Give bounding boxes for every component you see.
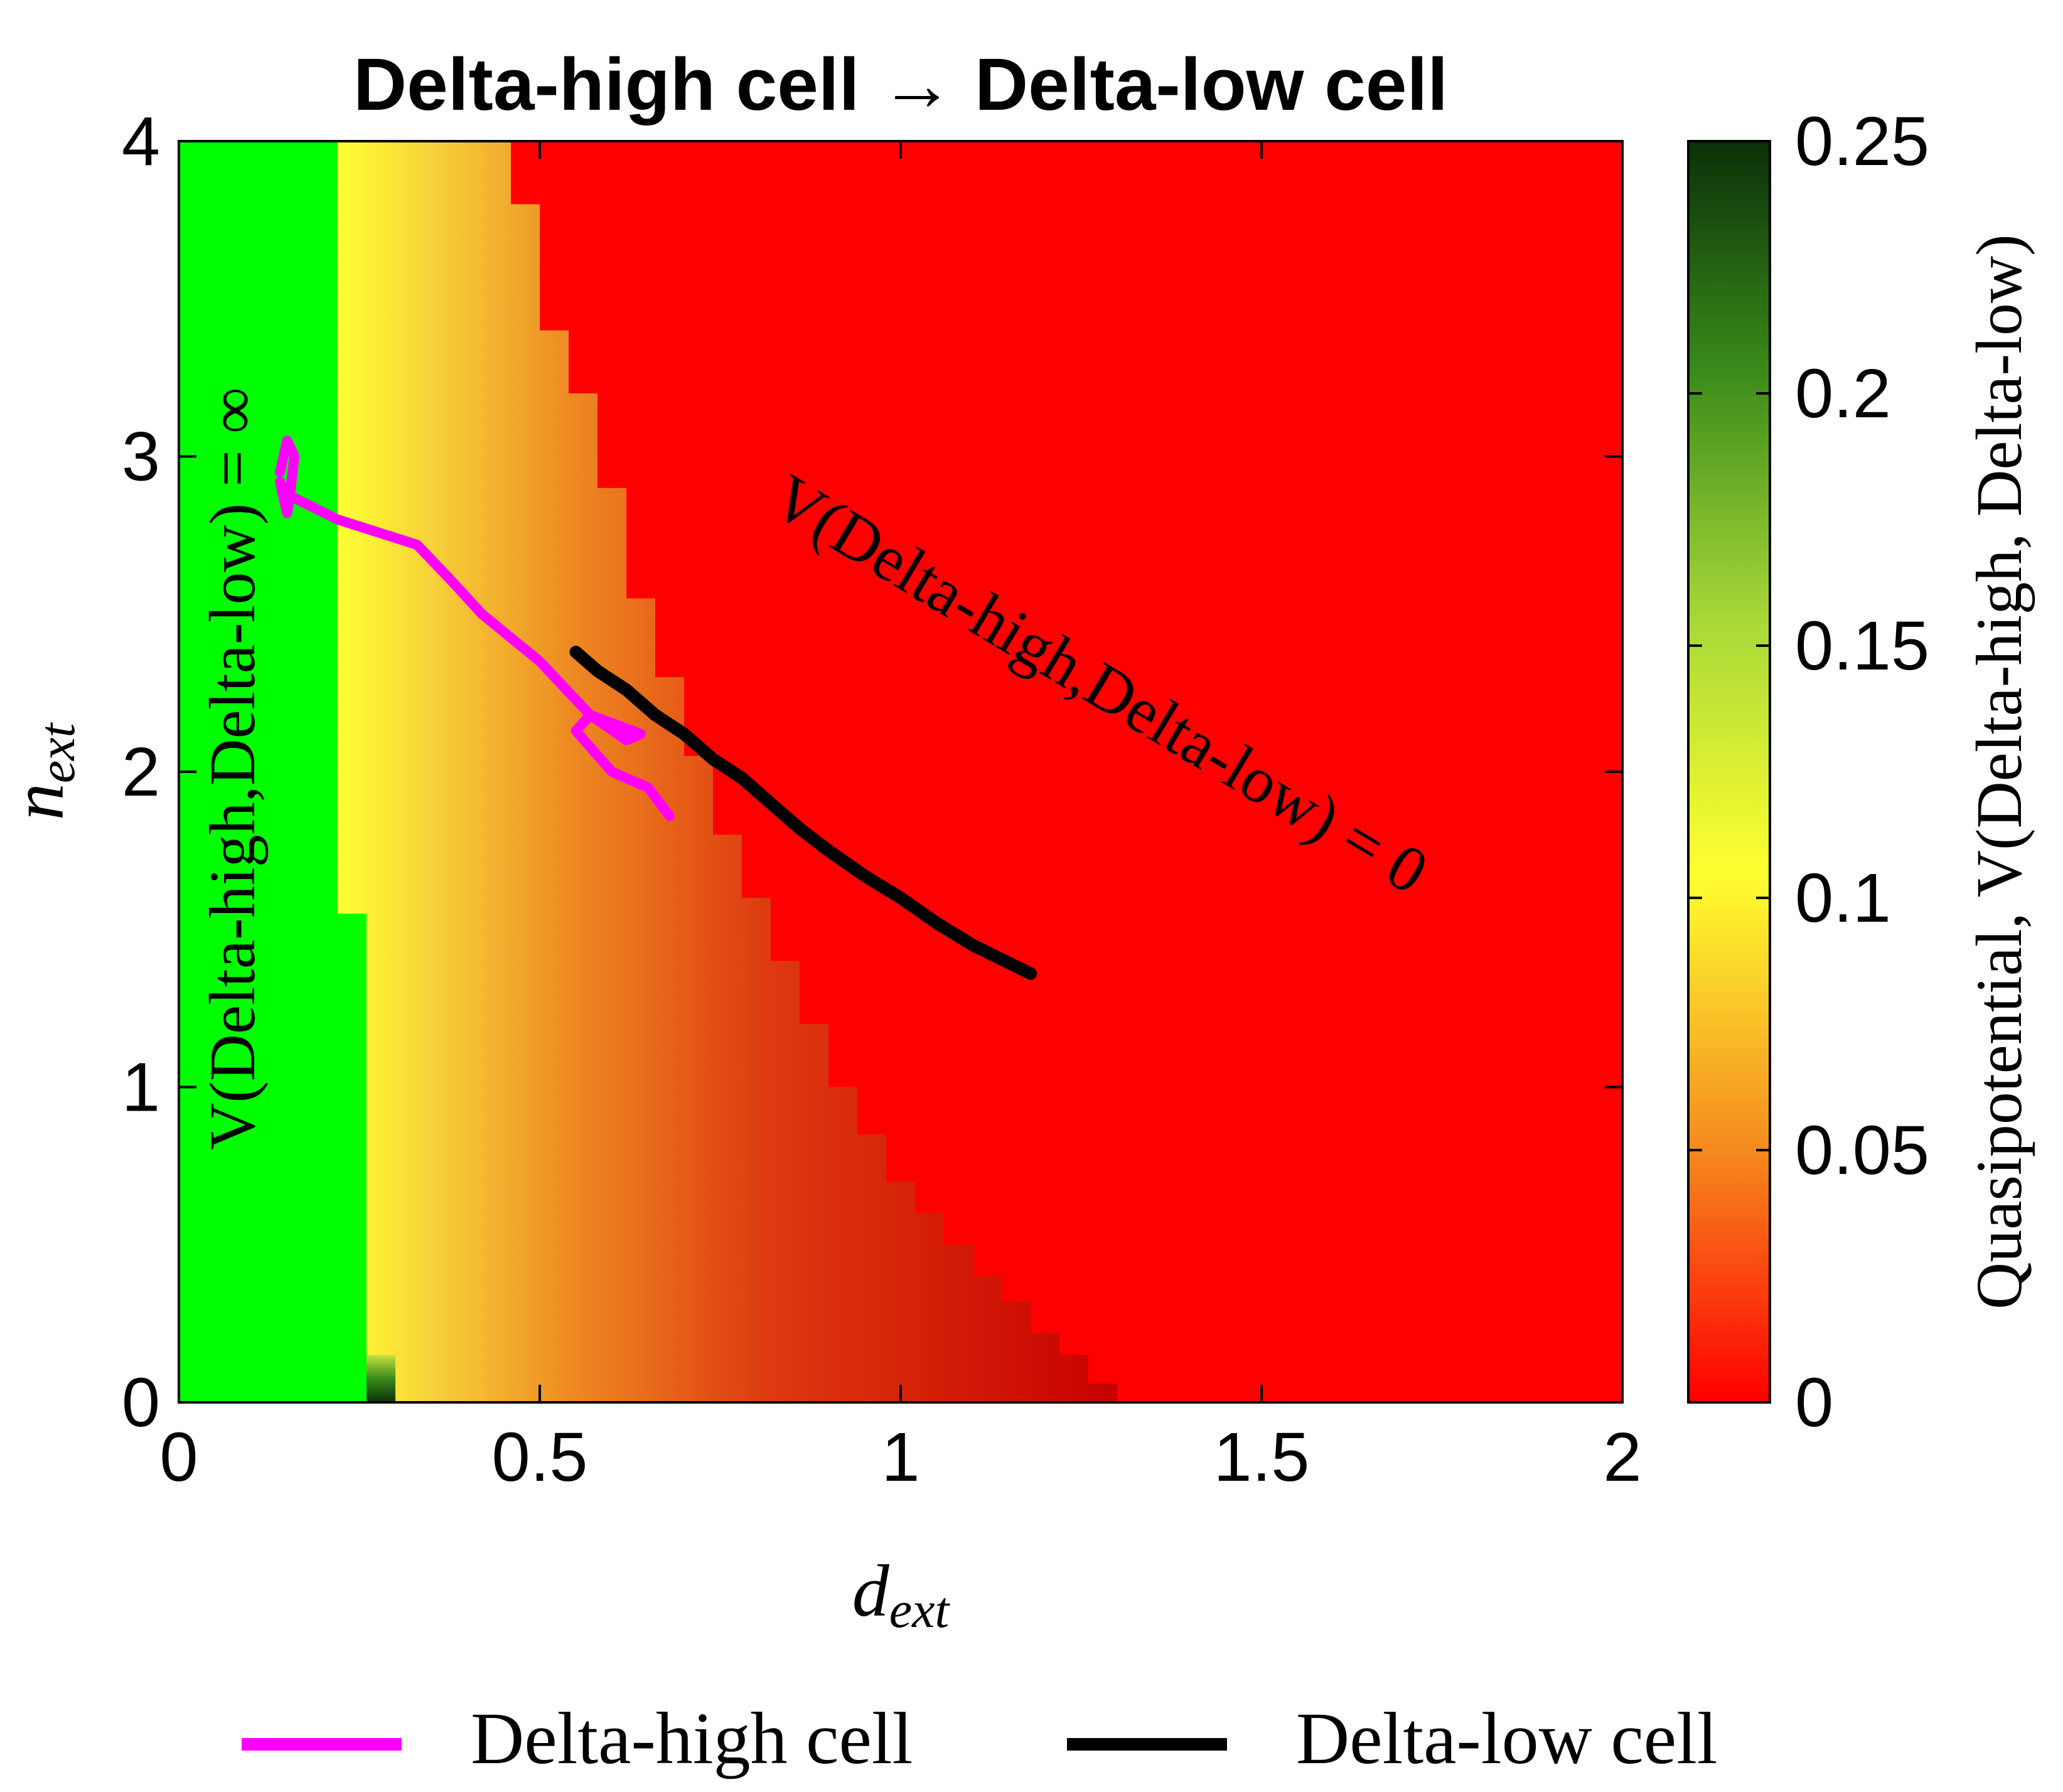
- axis-ticks: 0 0.5 1 1.5 2 0 1 2 3 4: [122, 103, 1642, 1496]
- infinite-region: [179, 141, 367, 1402]
- legend-label-delta-low: Delta-low cell: [1296, 1697, 1718, 1779]
- legend-label-delta-high: Delta-high cell: [471, 1697, 913, 1779]
- y-tick-label: 4: [122, 103, 160, 180]
- y-axis-label-sub: ext: [28, 722, 85, 783]
- y-tick-label: 1: [122, 1049, 160, 1126]
- chart-title: Delta-high cell → Delta-low cell: [353, 43, 1448, 126]
- finite-potential-region: [179, 141, 1117, 1402]
- colorbar: [1687, 140, 1771, 1404]
- x-axis-label: dext: [852, 1550, 951, 1638]
- y-tick-label: 2: [122, 733, 160, 811]
- x-axis-label-main: d: [852, 1550, 890, 1632]
- colorbar-label: Quasipotential, V(Delta-high, Delta-low): [1963, 234, 2035, 1309]
- colorbar-ticks: 0 0.05 0.1 0.15 0.2 0.25: [1688, 103, 1929, 1441]
- y-tick-label: 0: [122, 1364, 160, 1441]
- legend: Delta-high cell Delta-low cell: [242, 1697, 1718, 1779]
- colorbar-tick-label: 0.05: [1795, 1112, 1929, 1189]
- trajectory-delta-high-cell: [275, 435, 675, 821]
- x-tick-label: 1.5: [1214, 1419, 1310, 1496]
- plot-area: [179, 141, 1622, 1402]
- colorbar-tick-label: 0: [1795, 1364, 1833, 1441]
- y-axis-label: next: [0, 722, 85, 820]
- colorbar-tick-label: 0.2: [1795, 355, 1891, 432]
- x-tick-label: 0: [159, 1419, 198, 1496]
- colorbar-tick-label: 0.1: [1795, 860, 1891, 937]
- y-tick-label: 3: [122, 419, 160, 496]
- minimum-spot: [367, 1355, 395, 1402]
- colorbar-tick-label: 0.15: [1795, 607, 1929, 685]
- x-axis-label-sub: ext: [889, 1581, 951, 1638]
- x-tick-label: 0.5: [492, 1419, 588, 1496]
- y-axis-label-main: n: [0, 783, 79, 820]
- x-tick-label: 1: [881, 1419, 919, 1496]
- colorbar-tick-label: 0.25: [1795, 103, 1929, 180]
- x-tick-label: 2: [1603, 1419, 1641, 1496]
- trajectory-delta-low-cell: [569, 646, 1037, 980]
- infinite-region-label: V(Delta-high,Delta-low) = ∞: [196, 387, 269, 1150]
